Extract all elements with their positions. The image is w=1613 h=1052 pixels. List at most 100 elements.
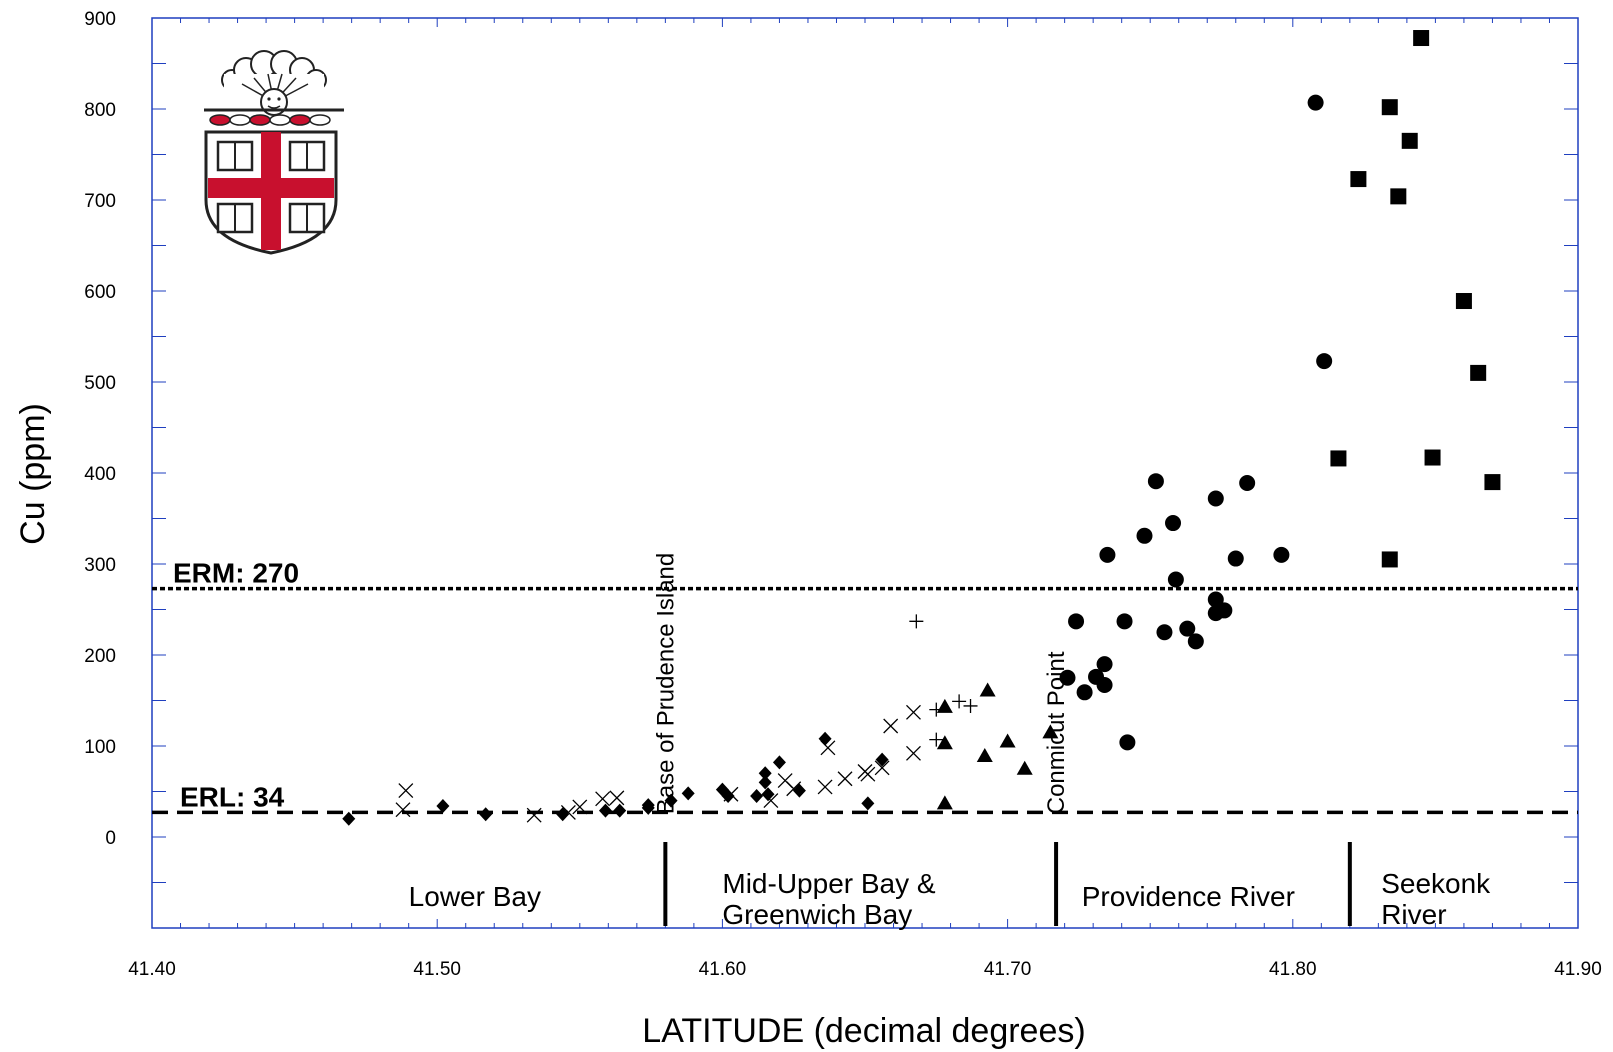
- triangle-point: [1016, 760, 1033, 775]
- region-label: Mid-Upper Bay &: [722, 868, 936, 899]
- y-tick-label: 500: [84, 373, 116, 394]
- square-point: [1390, 188, 1407, 205]
- circle-point: [1136, 527, 1153, 544]
- circle-point: [1316, 353, 1333, 370]
- triangle-point: [936, 698, 953, 713]
- x-point: [609, 790, 625, 806]
- x-point: [763, 793, 779, 809]
- x-point: [874, 760, 890, 776]
- book-icon: [288, 140, 326, 172]
- wreath-icon: [204, 108, 344, 126]
- x-point: [860, 766, 876, 782]
- triangle-point: [1042, 724, 1059, 739]
- y-tick-label: 300: [84, 555, 116, 576]
- circle-point: [1207, 490, 1224, 507]
- circle-point: [1207, 591, 1224, 608]
- diamond-point: [681, 786, 695, 801]
- y-tick-label: 0: [105, 828, 116, 849]
- threshold-label: ERM: 270: [173, 558, 299, 589]
- region-label: River: [1381, 899, 1446, 930]
- diamond-point: [875, 752, 889, 767]
- region-dividers: [663, 842, 1352, 926]
- y-tick-label: 200: [84, 646, 116, 667]
- triangle-point: [979, 682, 996, 697]
- square-point: [1381, 99, 1398, 116]
- plus-point: [952, 694, 967, 709]
- university-logo: [204, 50, 344, 255]
- x-tick-label: 41.60: [699, 959, 747, 980]
- y-tick-label: 600: [84, 282, 116, 303]
- circle-point: [1096, 677, 1113, 694]
- triangle-point: [999, 733, 1016, 748]
- diamond-point: [772, 755, 786, 770]
- axis-ticks: [151, 17, 1579, 929]
- cloud-icon: [221, 50, 327, 92]
- vertical-marker-label: Base of Prudence Island: [652, 553, 679, 815]
- circle-point: [1119, 734, 1136, 751]
- square-point: [1330, 450, 1347, 467]
- x-point: [906, 745, 921, 761]
- circle-point: [1187, 633, 1204, 650]
- region-label: Providence River: [1082, 881, 1295, 912]
- x-tick-labels: 41.40 41.50 41.60 41.70 41.80 41.90: [128, 959, 1602, 980]
- diamond-point: [641, 798, 655, 813]
- x-axis-title: LATITUDE (decimal degrees): [642, 1012, 1085, 1050]
- circle-point: [1239, 475, 1256, 492]
- square-point: [1470, 364, 1487, 381]
- diamond-point: [861, 796, 875, 811]
- triangle-point: [936, 795, 953, 810]
- threshold-label: ERL: 34: [180, 781, 285, 812]
- square-point: [1455, 293, 1472, 310]
- x-point: [820, 740, 836, 756]
- diamond-point: [664, 793, 678, 808]
- diamond-point: [342, 811, 356, 826]
- x-point: [595, 791, 611, 807]
- square-point: [1424, 449, 1441, 466]
- circle-point: [1076, 684, 1093, 701]
- square-point: [1381, 551, 1398, 568]
- region-labels: Lower Bay Mid-Upper Bay &Greenwich Bay Pro…: [409, 868, 1491, 930]
- circle-point: [1273, 546, 1290, 563]
- x-tick-label: 41.50: [413, 959, 461, 980]
- circle-point: [1179, 620, 1196, 637]
- circle-point: [1068, 613, 1085, 630]
- x-point: [723, 786, 739, 802]
- diamond-point: [761, 787, 775, 802]
- x-point: [837, 771, 853, 787]
- triangle-point: [936, 735, 953, 750]
- x-point: [817, 779, 833, 795]
- plus-point: [909, 614, 924, 629]
- square-point: [1350, 171, 1367, 188]
- circle-point: [1096, 656, 1113, 673]
- square-point: [1401, 132, 1418, 149]
- plus-point: [929, 732, 944, 747]
- square-point: [1413, 30, 1430, 47]
- circle-point: [1099, 546, 1116, 563]
- y-tick-label: 700: [84, 191, 116, 212]
- x-tick-label: 41.80: [1269, 959, 1317, 980]
- region-label: Greenwich Bay: [722, 899, 912, 930]
- circle-point: [1227, 550, 1244, 567]
- y-axis-title: Cu (ppm): [14, 403, 52, 545]
- circle-point: [1156, 624, 1173, 641]
- diamond-point: [598, 803, 612, 818]
- x-point: [883, 718, 899, 734]
- diamond-point: [436, 799, 450, 814]
- x-point: [906, 704, 921, 720]
- square-point: [1484, 474, 1501, 491]
- region-label: Seekonk: [1381, 868, 1491, 899]
- diamond-point: [613, 803, 627, 818]
- y-tick-label: 100: [84, 737, 116, 758]
- diamond-point: [750, 789, 764, 804]
- circle-point: [1059, 669, 1076, 686]
- region-label: Lower Bay: [409, 881, 541, 912]
- circle-point: [1116, 613, 1133, 630]
- book-icon: [216, 202, 254, 234]
- data-points: [342, 30, 1501, 826]
- x-point: [398, 783, 414, 799]
- y-tick-label: 800: [84, 100, 116, 121]
- circle-point: [1165, 515, 1182, 532]
- diamond-point: [758, 775, 772, 790]
- circle-point: [1167, 571, 1184, 588]
